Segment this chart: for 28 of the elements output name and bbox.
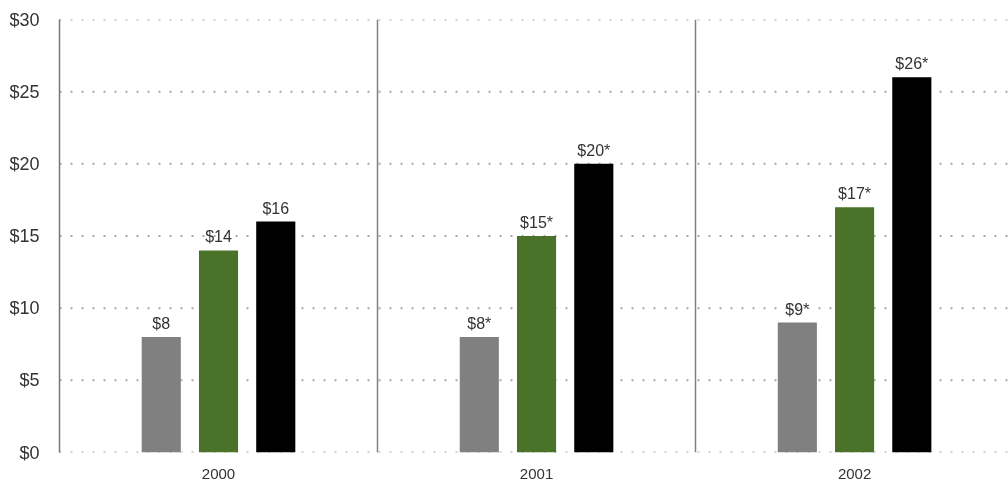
data-label: $8* <box>467 315 492 333</box>
data-label: $8 <box>152 315 171 333</box>
y-tick-label: $30 <box>9 9 40 30</box>
data-label: $16 <box>262 199 290 217</box>
bar <box>574 163 614 453</box>
y-tick-label: $5 <box>19 370 40 391</box>
data-label: $15* <box>520 214 554 231</box>
bar <box>256 221 296 453</box>
y-tick-label: $0 <box>19 442 40 463</box>
bar <box>141 337 181 453</box>
bar <box>516 236 557 453</box>
bar <box>198 250 239 453</box>
data-label: $26* <box>895 55 929 73</box>
x-tick-label: 2001 <box>519 464 554 482</box>
y-tick-label: $25 <box>9 81 40 102</box>
data-label: $20* <box>577 141 611 159</box>
y-tick-label: $10 <box>9 298 40 319</box>
bar <box>835 207 875 453</box>
x-tick-label: 2000 <box>201 464 236 482</box>
bar <box>777 322 817 453</box>
data-label: $9* <box>785 300 810 318</box>
bar <box>459 337 499 453</box>
bar <box>892 77 932 453</box>
x-tick-label: 2002 <box>837 464 872 482</box>
data-label: $14 <box>205 228 232 246</box>
y-tick-label: $15 <box>9 226 40 246</box>
data-label: $17* <box>838 185 872 203</box>
y-tick-label: $20 <box>9 153 40 174</box>
